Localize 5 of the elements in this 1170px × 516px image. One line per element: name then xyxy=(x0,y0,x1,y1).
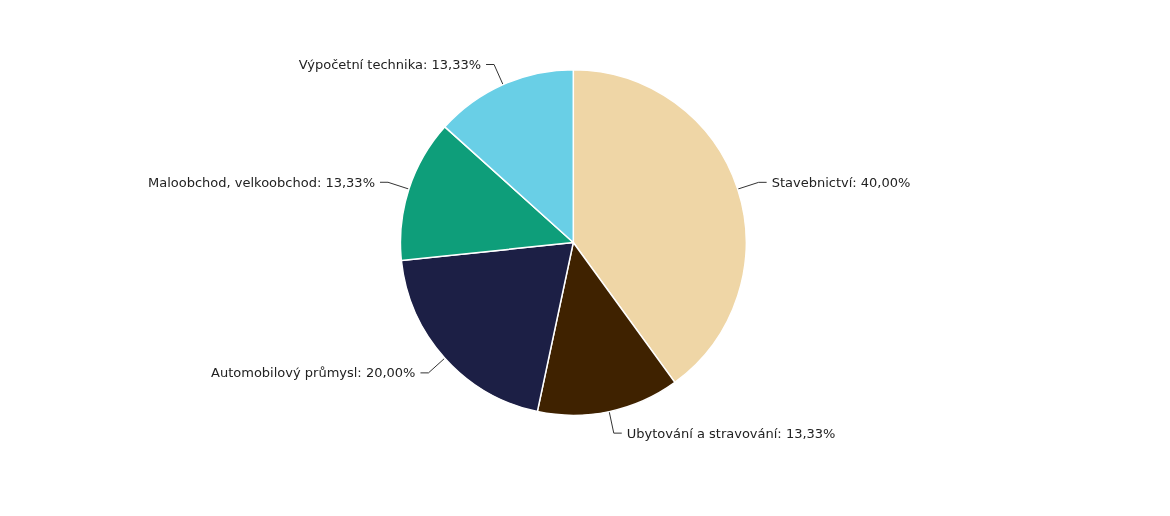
slice-label: Stavebnictví: 40,00% xyxy=(771,174,911,190)
slice-label: Výpočetní technika: 13,33% xyxy=(298,57,482,72)
slice-label: Ubytování a stravování: 13,33% xyxy=(626,425,836,441)
slice-label: Maloobchod, velkoobchod: 13,33% xyxy=(147,174,375,190)
slice-label: Automobilový průmysl: 20,00% xyxy=(211,365,416,381)
